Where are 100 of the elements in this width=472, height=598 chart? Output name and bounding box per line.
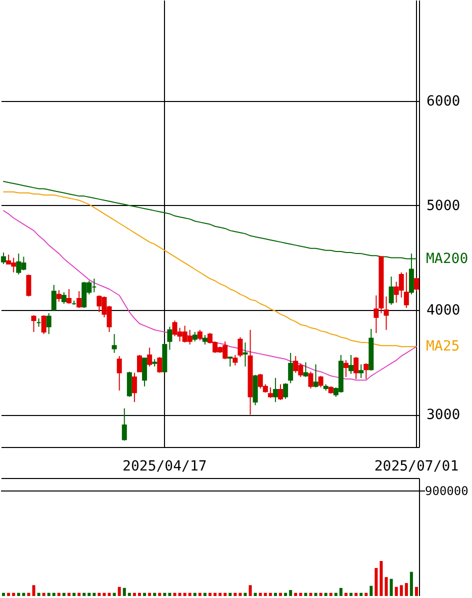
bar bbox=[37, 592, 40, 596]
bar bbox=[374, 568, 378, 596]
bar bbox=[380, 560, 383, 596]
candlestick bbox=[66, 288, 72, 304]
candlestick bbox=[1, 252, 6, 265]
bar bbox=[158, 592, 162, 596]
candlestick bbox=[76, 290, 82, 308]
bar bbox=[294, 592, 298, 596]
bar bbox=[234, 592, 237, 596]
bar bbox=[22, 592, 26, 596]
candlestick bbox=[56, 290, 62, 302]
bar bbox=[12, 592, 16, 596]
bar bbox=[264, 592, 267, 596]
bar bbox=[339, 588, 342, 596]
candlestick bbox=[278, 384, 284, 400]
candlestick bbox=[272, 377, 278, 403]
series-label: MA25 bbox=[426, 338, 460, 355]
bar bbox=[414, 586, 418, 596]
candlestick bbox=[374, 294, 379, 334]
bar bbox=[2, 592, 6, 596]
bar bbox=[329, 592, 332, 596]
bar bbox=[52, 592, 56, 596]
candlestick bbox=[157, 356, 162, 374]
candlestick bbox=[232, 354, 238, 366]
bar bbox=[118, 586, 121, 596]
candlestick bbox=[238, 336, 243, 358]
bar bbox=[299, 592, 302, 596]
bar bbox=[244, 592, 247, 596]
bar bbox=[173, 592, 176, 596]
bar bbox=[370, 586, 373, 596]
bar bbox=[188, 592, 192, 596]
candlestick bbox=[197, 329, 202, 341]
bar bbox=[410, 572, 413, 596]
bar bbox=[168, 592, 172, 596]
bar bbox=[178, 592, 182, 596]
candlestick bbox=[414, 277, 419, 292]
candlestick bbox=[116, 356, 122, 392]
bar bbox=[400, 585, 403, 596]
bar bbox=[390, 578, 393, 596]
candlestick bbox=[388, 276, 394, 306]
candlestick bbox=[268, 386, 273, 398]
bar bbox=[279, 592, 282, 596]
bar bbox=[82, 592, 86, 596]
bar bbox=[268, 592, 272, 596]
bar bbox=[98, 592, 101, 596]
x-tick-label: 2025/07/01 bbox=[374, 458, 459, 474]
bar bbox=[224, 592, 227, 596]
line-series bbox=[3, 210, 417, 381]
bar bbox=[384, 577, 388, 596]
candlestick bbox=[228, 356, 233, 367]
bar bbox=[404, 583, 408, 596]
bar bbox=[360, 592, 363, 596]
candlestick bbox=[358, 364, 364, 378]
bar bbox=[238, 592, 242, 596]
bar bbox=[148, 592, 152, 596]
bar bbox=[309, 592, 312, 596]
bar bbox=[153, 592, 156, 596]
candlestick bbox=[404, 272, 409, 308]
bar bbox=[203, 592, 206, 596]
candlestick bbox=[126, 371, 132, 398]
candlestick bbox=[384, 296, 389, 330]
candlestick bbox=[202, 334, 208, 346]
candlestick bbox=[147, 347, 152, 367]
bar bbox=[183, 592, 186, 596]
candlestick bbox=[364, 362, 369, 380]
bar bbox=[138, 592, 141, 596]
bar bbox=[304, 592, 308, 596]
bar bbox=[208, 592, 212, 596]
bar bbox=[274, 592, 277, 596]
text: 900000 bbox=[425, 484, 468, 498]
bar bbox=[57, 592, 60, 596]
y-tick-label: 5000 bbox=[426, 198, 460, 214]
bar bbox=[132, 592, 136, 596]
bar bbox=[394, 586, 398, 596]
bar bbox=[78, 592, 81, 596]
candlestick bbox=[136, 354, 142, 372]
bar bbox=[7, 592, 10, 596]
bar bbox=[42, 592, 46, 596]
candlestick bbox=[31, 314, 36, 332]
candlestick bbox=[308, 371, 314, 389]
candlestick bbox=[288, 352, 294, 384]
candlestick bbox=[112, 334, 117, 354]
candlestick bbox=[61, 292, 66, 304]
y-tick-label: 3000 bbox=[426, 407, 460, 424]
bar bbox=[228, 592, 232, 596]
bar bbox=[354, 592, 358, 596]
candlestick bbox=[354, 356, 359, 380]
bar bbox=[163, 592, 166, 596]
bar bbox=[364, 592, 368, 596]
candlestick bbox=[51, 284, 56, 312]
bar bbox=[72, 592, 76, 596]
bar bbox=[254, 592, 257, 596]
bar bbox=[214, 592, 217, 596]
bar bbox=[62, 592, 66, 596]
candlestick bbox=[142, 358, 148, 387]
bar bbox=[32, 585, 36, 596]
candlestick bbox=[132, 372, 137, 403]
bar bbox=[198, 592, 202, 596]
bar bbox=[102, 592, 106, 596]
bar bbox=[258, 592, 262, 596]
